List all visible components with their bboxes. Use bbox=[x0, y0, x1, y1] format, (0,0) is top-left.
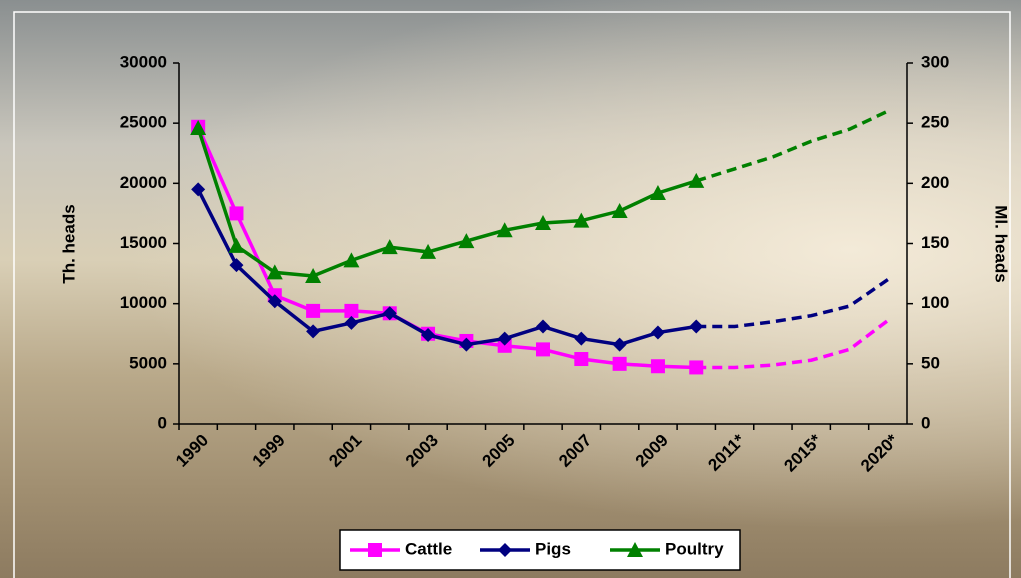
series-line bbox=[196, 127, 697, 278]
y2-tick-label: 300 bbox=[921, 52, 949, 71]
y2-tick-label: 50 bbox=[921, 353, 940, 372]
marker bbox=[229, 258, 244, 273]
marker bbox=[344, 315, 359, 330]
marker bbox=[343, 252, 360, 268]
chart-frame bbox=[13, 11, 1011, 578]
x-tick-label: 2001 bbox=[325, 431, 365, 471]
y2-tick-label: 150 bbox=[921, 233, 949, 252]
x-tick-label: 2020* bbox=[857, 430, 902, 475]
marker bbox=[382, 306, 397, 321]
marker bbox=[190, 119, 207, 135]
legend-label: Cattle bbox=[405, 539, 452, 558]
marker bbox=[305, 267, 322, 283]
marker bbox=[497, 331, 512, 346]
marker bbox=[612, 356, 627, 371]
y-tick-label: 20000 bbox=[120, 173, 167, 192]
marker bbox=[459, 337, 474, 352]
legend-label: Pigs bbox=[535, 539, 571, 558]
y2-tick-label: 200 bbox=[921, 173, 949, 192]
y-axis-title: Th. heads bbox=[59, 204, 78, 283]
marker bbox=[266, 264, 283, 280]
marker bbox=[306, 303, 321, 318]
y-tick-label: 5000 bbox=[129, 353, 167, 372]
series-line bbox=[196, 188, 697, 347]
legend-label: Poultry bbox=[665, 539, 724, 558]
marker bbox=[689, 360, 704, 375]
y2-tick-label: 0 bbox=[921, 413, 930, 432]
marker bbox=[536, 342, 550, 357]
marker bbox=[458, 233, 475, 249]
marker bbox=[535, 215, 551, 231]
projection-line bbox=[696, 319, 889, 370]
projection-line bbox=[695, 109, 889, 183]
x-tick-label: 2011* bbox=[704, 430, 748, 474]
projection-line bbox=[696, 278, 889, 329]
marker bbox=[650, 359, 665, 374]
marker bbox=[649, 184, 666, 200]
marker bbox=[228, 237, 245, 253]
x-tick-label: 1999 bbox=[249, 431, 289, 471]
x-tick-label: 2003 bbox=[402, 431, 442, 471]
y2-tick-label: 250 bbox=[921, 113, 949, 132]
marker bbox=[536, 319, 550, 334]
marker bbox=[573, 212, 590, 228]
marker bbox=[344, 303, 359, 318]
y-tick-label: 15000 bbox=[120, 233, 167, 252]
marker bbox=[689, 319, 704, 334]
marker bbox=[688, 172, 705, 188]
x-tick-label: 1990 bbox=[172, 431, 212, 471]
marker bbox=[368, 543, 382, 557]
marker bbox=[574, 352, 589, 367]
marker bbox=[420, 243, 437, 259]
marker bbox=[497, 338, 512, 353]
y-tick-label: 0 bbox=[158, 413, 167, 432]
x-tick-label: 2005 bbox=[479, 431, 519, 471]
marker bbox=[574, 331, 589, 346]
marker bbox=[498, 543, 512, 557]
marker bbox=[611, 203, 628, 219]
x-tick-label: 2009 bbox=[632, 431, 672, 471]
x-tick-label: 2007 bbox=[555, 431, 595, 471]
marker bbox=[191, 182, 206, 197]
y-tick-label: 30000 bbox=[120, 52, 167, 71]
marker bbox=[381, 239, 398, 255]
marker bbox=[306, 324, 321, 339]
y2-tick-label: 100 bbox=[921, 293, 949, 312]
marker bbox=[267, 294, 282, 309]
y-tick-label: 10000 bbox=[120, 293, 167, 312]
marker bbox=[612, 337, 627, 352]
legend bbox=[339, 529, 741, 571]
marker bbox=[421, 327, 436, 342]
y2-axis-title: Ml. heads bbox=[992, 205, 1011, 282]
marker bbox=[229, 206, 244, 221]
marker bbox=[650, 325, 665, 340]
marker bbox=[496, 222, 513, 238]
marker bbox=[627, 542, 643, 557]
x-tick-label: 2015* bbox=[780, 430, 825, 475]
y-tick-label: 25000 bbox=[120, 113, 167, 132]
